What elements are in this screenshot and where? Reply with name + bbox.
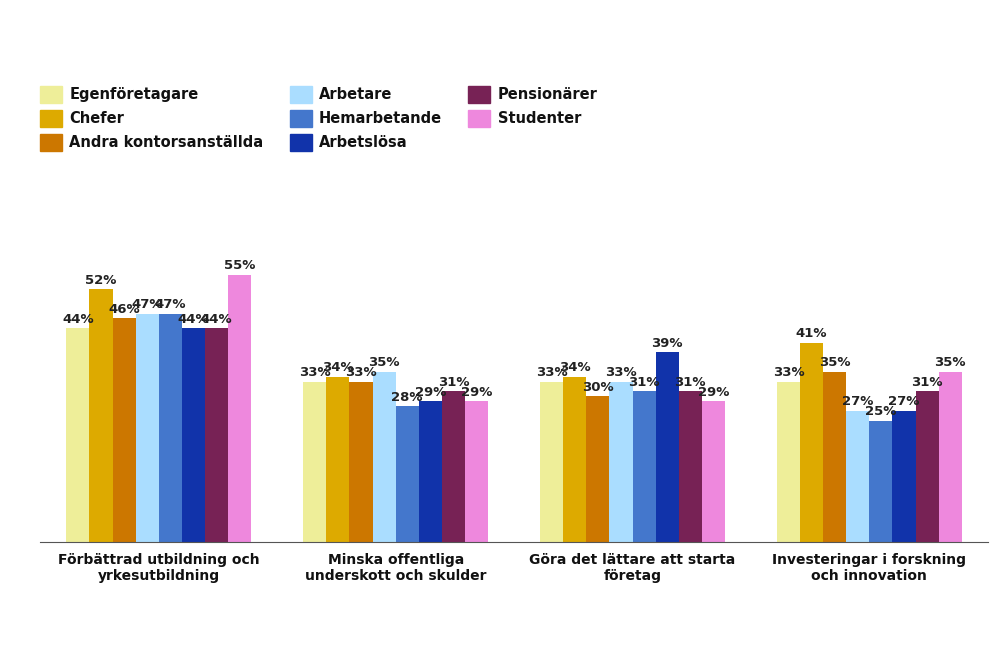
Bar <box>540 381 563 542</box>
Text: 31%: 31% <box>911 376 942 389</box>
Bar <box>777 381 800 542</box>
Text: 35%: 35% <box>368 356 400 369</box>
Text: 27%: 27% <box>888 395 919 408</box>
Bar <box>869 420 892 542</box>
Text: 35%: 35% <box>934 356 966 369</box>
Bar <box>655 352 678 542</box>
Text: 25%: 25% <box>865 405 897 418</box>
Bar <box>327 377 350 542</box>
Bar <box>938 372 962 542</box>
Text: 39%: 39% <box>651 337 682 350</box>
Text: 44%: 44% <box>62 313 94 326</box>
Bar <box>442 391 465 542</box>
Bar <box>67 328 90 542</box>
Bar <box>136 313 158 542</box>
Text: 44%: 44% <box>201 313 232 326</box>
Bar <box>303 381 327 542</box>
Bar <box>587 396 610 542</box>
Bar <box>395 406 418 542</box>
Bar <box>892 410 915 542</box>
Text: 28%: 28% <box>391 391 423 403</box>
Bar <box>563 377 587 542</box>
Bar <box>90 290 113 542</box>
Bar <box>824 372 847 542</box>
Bar <box>350 381 373 542</box>
Text: 31%: 31% <box>628 376 660 389</box>
Text: 27%: 27% <box>842 395 874 408</box>
Text: 41%: 41% <box>796 327 828 340</box>
Text: 33%: 33% <box>536 366 568 379</box>
Bar <box>847 410 869 542</box>
Bar <box>113 319 136 542</box>
Text: 29%: 29% <box>414 385 446 399</box>
Text: 47%: 47% <box>131 298 163 311</box>
Text: 33%: 33% <box>773 366 804 379</box>
Bar <box>158 313 181 542</box>
Bar <box>465 401 488 542</box>
Text: 46%: 46% <box>108 303 140 316</box>
Text: 33%: 33% <box>345 366 377 379</box>
Text: 29%: 29% <box>698 385 729 399</box>
Bar <box>678 391 702 542</box>
Bar <box>205 328 228 542</box>
Text: 34%: 34% <box>559 362 591 374</box>
Text: 55%: 55% <box>224 259 255 272</box>
Bar <box>633 391 655 542</box>
Bar <box>702 401 725 542</box>
Text: 29%: 29% <box>461 385 492 399</box>
Text: 35%: 35% <box>820 356 851 369</box>
Bar <box>800 343 824 542</box>
Bar <box>373 372 395 542</box>
Bar <box>610 381 632 542</box>
Bar <box>915 391 938 542</box>
Text: 31%: 31% <box>437 376 469 389</box>
Text: 33%: 33% <box>605 366 637 379</box>
Bar <box>228 275 251 542</box>
Text: 33%: 33% <box>299 366 331 379</box>
Text: 52%: 52% <box>86 274 117 287</box>
Bar <box>418 401 442 542</box>
Text: 31%: 31% <box>674 376 706 389</box>
Bar <box>181 328 205 542</box>
Text: 44%: 44% <box>177 313 210 326</box>
Text: 34%: 34% <box>323 362 354 374</box>
Legend: Egenföretagare, Chefer, Andra kontorsanställda, Arbetare, Hemarbetande, Arbetslö: Egenföretagare, Chefer, Andra kontorsans… <box>40 86 598 151</box>
Text: 30%: 30% <box>582 381 614 394</box>
Text: 47%: 47% <box>154 298 186 311</box>
